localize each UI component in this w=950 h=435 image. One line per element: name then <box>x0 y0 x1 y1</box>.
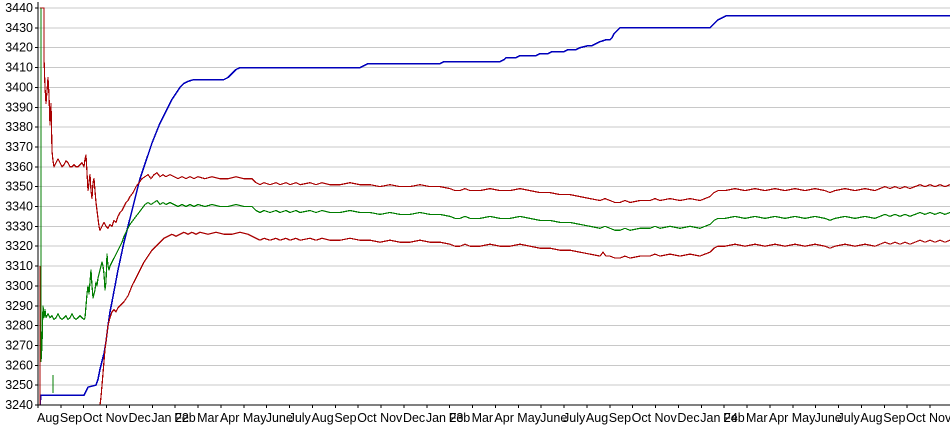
x-axis-label: Apr <box>220 411 239 425</box>
x-axis-label: June <box>266 411 293 425</box>
x-axis-label: May <box>243 411 267 425</box>
x-axis-label: Feb <box>174 411 196 425</box>
y-axis-labels: 3240 3250 3260 3270 3280 3290 3300 3310 3320 3330… <box>5 1 33 412</box>
blue-line <box>39 15 950 406</box>
x-axis-label: May <box>792 411 816 425</box>
x-axis-label: Nov <box>929 411 950 425</box>
green-line <box>40 8 950 362</box>
x-axis-label: Sep <box>334 411 356 425</box>
x-axis-ticks <box>37 405 931 408</box>
x-axis-label: Nov <box>655 411 678 425</box>
x-axis-label: July <box>289 411 312 425</box>
x-axis-label: Nov <box>380 411 403 425</box>
y-axis-label: 3280 <box>5 319 33 333</box>
x-axis-label: Oct <box>906 411 926 425</box>
y-axis-label: 3420 <box>5 41 33 55</box>
x-axis-label: Dec <box>128 411 150 425</box>
y-axis-label: 3370 <box>5 140 33 154</box>
y-axis-label: 3380 <box>5 120 33 134</box>
x-axis-label: June <box>540 411 567 425</box>
x-axis-label: Sep <box>883 411 905 425</box>
y-axis-label: 3320 <box>5 239 33 253</box>
y-axis-label: 3340 <box>5 200 33 214</box>
gridlines <box>38 7 950 386</box>
x-axis-label: June <box>815 411 842 425</box>
y-axis-label: 3290 <box>5 299 33 313</box>
y-axis-label: 3400 <box>5 80 33 94</box>
y-axis-label: 3330 <box>5 219 33 233</box>
x-axis-label: Aug <box>37 411 59 425</box>
x-axis-label: Aug <box>586 411 608 425</box>
x-axis-label: July <box>838 411 861 425</box>
y-axis-label: 3300 <box>5 279 33 293</box>
x-axis-label: Feb <box>449 411 471 425</box>
x-axis-label: Dec <box>677 411 699 425</box>
x-axis-label: Jan 23 <box>426 411 464 425</box>
x-axis-label: Mar <box>472 411 494 425</box>
x-axis-label: Jan 24 <box>700 411 738 425</box>
y-axis-label: 3390 <box>5 100 33 114</box>
x-axis-label: May <box>517 411 541 425</box>
x-axis-label: Oct <box>632 411 652 425</box>
x-axis-label: Sep <box>60 411 82 425</box>
x-axis-label: Aug <box>860 411 882 425</box>
x-axis-label: Sep <box>609 411 631 425</box>
x-axis-label: Aug <box>311 411 333 425</box>
x-axis-label: Dec <box>403 411 425 425</box>
x-axis-label: Jan 22 <box>151 411 189 425</box>
upper-red-line <box>40 7 950 231</box>
y-axis-label: 3310 <box>5 259 33 273</box>
x-axis-label: Apr <box>769 411 788 425</box>
x-axis-label: Oct <box>83 411 103 425</box>
lower-red-line <box>39 231 950 406</box>
x-axis-label: Apr <box>494 411 513 425</box>
y-axis-label: 3270 <box>5 338 33 352</box>
y-axis-label: 3350 <box>5 180 33 194</box>
y-axis-label: 3260 <box>5 358 33 372</box>
x-axis-label: Mar <box>746 411 768 425</box>
y-axis-label: 3360 <box>5 160 33 174</box>
axes <box>37 2 950 406</box>
y-axis-label: 3430 <box>5 21 33 35</box>
x-axis-label: Oct <box>357 411 377 425</box>
y-axis-label: 3250 <box>5 378 33 392</box>
x-axis-label: Nov <box>106 411 129 425</box>
x-axis-label: Mar <box>197 411 219 425</box>
y-axis-label: 3240 <box>5 398 33 412</box>
x-axis-label: Feb <box>723 411 745 425</box>
x-axis-label: July <box>563 411 586 425</box>
y-axis-ticks <box>35 7 38 406</box>
y-axis-label: 3410 <box>5 61 33 75</box>
y-axis-label: 3440 <box>5 1 33 15</box>
